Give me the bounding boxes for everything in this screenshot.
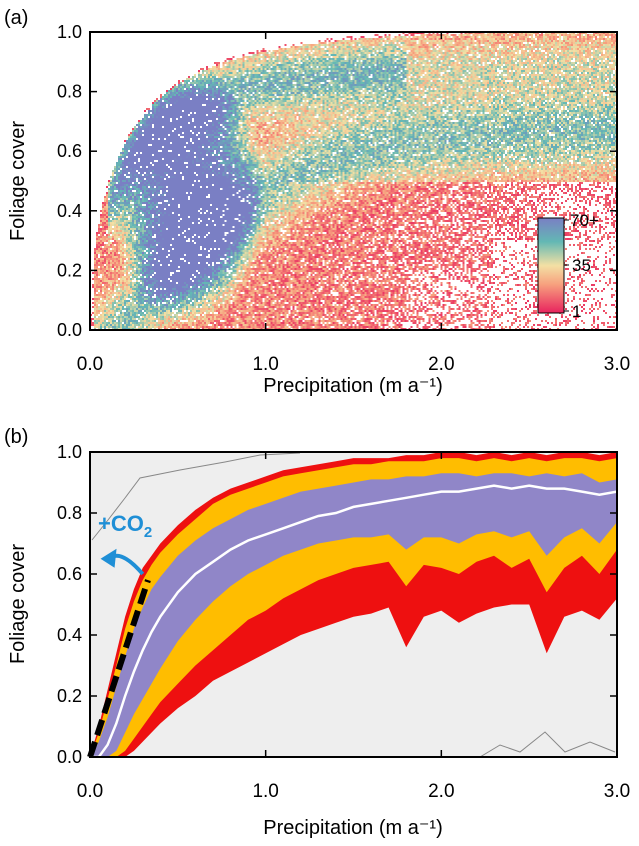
- panel-a-xlabel: Precipitation (m a⁻¹): [263, 375, 443, 397]
- colorbar: 70+ 35 1: [537, 211, 599, 321]
- median-line: [90, 484, 617, 757]
- panel-b-frame: [89, 451, 618, 758]
- panel-b-xlabel: Precipitation (m a⁻¹): [263, 817, 443, 839]
- panel-a-ytick-label: 0.0: [57, 320, 82, 340]
- panel-a-ylabel: Foliage cover: [7, 121, 29, 241]
- panel-b-label: (b): [4, 426, 28, 448]
- panel-a-heatmap-raster: [90, 32, 617, 330]
- co2-annotation-subscript: 2: [144, 524, 152, 541]
- panel-b-ytick-label: 0.4: [57, 625, 82, 645]
- panel-a-xtick-label: 0.0: [77, 354, 103, 375]
- panel-b-xtick-label: 1.0: [252, 781, 278, 802]
- co2-annotation: +CO2: [98, 511, 152, 541]
- panel-b-xtick-label: 3.0: [604, 781, 630, 802]
- panel-b-min-envelope: [479, 731, 616, 757]
- colorbar-label-mid: 35: [572, 256, 591, 275]
- panel-b-ytick-label: 0.8: [57, 503, 82, 523]
- panel-b-ytick-label: 1.0: [57, 442, 82, 462]
- panel-b-max-envelope: [91, 452, 301, 541]
- co2-arrow-head: [100, 548, 117, 568]
- panel-a-ytick-label: 0.4: [57, 201, 82, 221]
- colorbar-gradient: [537, 217, 565, 314]
- colorbar-label-min: 1: [572, 302, 581, 321]
- panel-b-ytick-label: 0.2: [57, 686, 82, 706]
- panel-a-ytick-label: 0.8: [57, 82, 82, 102]
- panel-a-xtick-label: 1.0: [252, 354, 278, 375]
- panel-a-axes: 0.0 1.0 2.0 3.0 0.0 0.2 0.4 0.6 0.8 1.0: [57, 22, 630, 375]
- panel-a-xtick-label: 3.0: [604, 354, 630, 375]
- panel-b-axes: 0.0 1.0 2.0 3.0 0.0 0.2 0.4 0.6 0.8 1.0: [57, 442, 630, 802]
- panel-a-ytick-label: 1.0: [57, 22, 82, 42]
- panel-a-ytick-label: 0.2: [57, 260, 82, 280]
- panel-b-xtick-label: 2.0: [428, 781, 454, 802]
- panel-b-xtick-label: 0.0: [77, 781, 103, 802]
- panel-a-label: (a): [4, 7, 28, 29]
- panel-a-frame: [89, 31, 618, 331]
- panel-b-ytick-label: 0.6: [57, 564, 82, 584]
- colorbar-label-max: 70+: [570, 211, 599, 230]
- panel-b-bands: [90, 452, 617, 757]
- panel-a-ytick-label: 0.6: [57, 141, 82, 161]
- dashed-limit-line: [87, 579, 151, 758]
- panel-a-xtick-label: 2.0: [428, 354, 454, 375]
- band-inner-purple: [90, 473, 617, 757]
- panel-a-heatmap: [90, 32, 617, 330]
- co2-annotation-main: +CO: [98, 511, 144, 536]
- panel-b-ytick-label: 0.0: [57, 747, 82, 767]
- panel-b-ylabel: Foliage cover: [7, 544, 29, 664]
